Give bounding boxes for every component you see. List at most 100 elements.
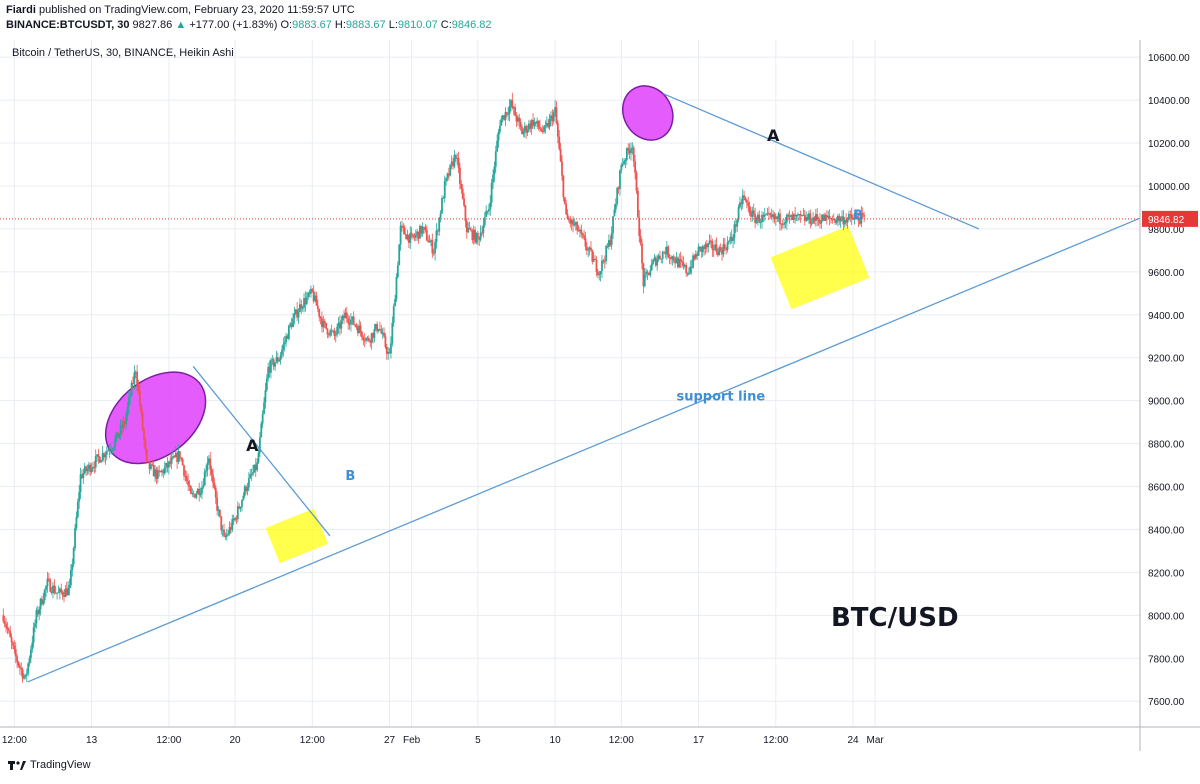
candle-body <box>220 516 223 531</box>
candle-body <box>67 587 70 596</box>
candle-body <box>716 252 719 256</box>
candle-body <box>843 220 846 225</box>
candle-body <box>410 232 413 235</box>
candle-body <box>556 123 559 137</box>
candle-body <box>676 257 679 268</box>
candle-body <box>213 482 216 488</box>
candle-body <box>592 258 595 262</box>
candle-body <box>439 213 442 218</box>
candle-body <box>105 451 108 455</box>
candle-body <box>545 123 548 126</box>
candle-body <box>156 470 159 479</box>
candle-body <box>780 223 783 225</box>
candle-body <box>158 470 161 472</box>
candle-body <box>351 316 354 320</box>
candle-body <box>264 390 267 403</box>
candle-body <box>25 673 28 675</box>
candle-body <box>555 107 558 124</box>
candle-body <box>94 456 97 468</box>
candle-body <box>430 240 432 242</box>
change-up-icon: ▲ <box>175 19 187 31</box>
candle-body <box>212 474 214 483</box>
x-tick-label: 12:00 <box>763 735 788 746</box>
candle-body <box>235 517 238 520</box>
candle-body <box>221 529 224 531</box>
price-chart[interactable]: 7600.00 7800.00 8000.00 8200.00 8400.00 8600.… <box>0 40 1200 752</box>
candle-body <box>53 585 56 593</box>
candle-body <box>710 240 712 242</box>
candle-body <box>268 366 271 373</box>
candle-body <box>114 439 116 448</box>
candle-body <box>7 629 10 631</box>
candle-body <box>344 312 347 319</box>
candle-body <box>772 214 774 218</box>
tradingview-logo-icon <box>8 761 26 770</box>
candle-body <box>316 305 319 309</box>
candle-body <box>827 215 830 218</box>
candle-body <box>159 471 162 473</box>
x-tick-label: 17 <box>693 735 705 746</box>
candle-body <box>449 164 452 176</box>
candle-body <box>417 231 420 239</box>
candle-body <box>813 217 816 221</box>
candle-body <box>765 214 768 216</box>
candle-body <box>602 260 605 262</box>
candle-body <box>310 288 312 294</box>
candle-body <box>670 257 672 260</box>
x-tick-label: 5 <box>475 735 481 746</box>
candle-body <box>188 485 191 487</box>
candle-body <box>504 112 507 120</box>
candle-body <box>137 385 140 392</box>
candle-body <box>816 214 819 220</box>
candle-body <box>326 328 329 335</box>
candle-body <box>202 485 205 488</box>
candle-body <box>692 255 694 268</box>
candle-body <box>474 229 476 243</box>
candle-body <box>704 243 707 249</box>
candle-body <box>821 214 824 221</box>
candle-body <box>848 214 850 219</box>
candle-body <box>70 570 72 586</box>
candle-body <box>406 234 409 240</box>
candle-body <box>550 115 552 119</box>
candle-body <box>734 224 737 227</box>
candle-body <box>407 234 410 243</box>
candle-body <box>543 126 545 132</box>
candle-body <box>247 478 250 488</box>
candle-body <box>493 166 496 175</box>
candle-body <box>510 100 512 107</box>
candle-body <box>28 658 31 664</box>
candle-body <box>35 610 38 624</box>
candle-body <box>603 261 606 263</box>
candle-body <box>83 466 86 474</box>
candle-body <box>530 119 533 129</box>
candle-body <box>286 335 289 339</box>
candle-body <box>690 266 693 268</box>
candle-body <box>570 219 573 224</box>
candle-body <box>445 178 448 182</box>
candle-body <box>705 243 708 248</box>
candle-body <box>385 347 388 354</box>
candle-body <box>485 210 488 218</box>
candle-body <box>24 674 27 677</box>
candle-body <box>205 470 207 472</box>
candle-body <box>354 324 356 326</box>
candle-body <box>395 277 398 300</box>
candle-body <box>413 236 416 238</box>
candle-body <box>619 170 621 189</box>
candle-body <box>838 215 841 222</box>
candle-body <box>31 642 34 650</box>
candle-body <box>374 324 377 330</box>
candle-body <box>683 265 686 267</box>
candle-body <box>501 115 504 120</box>
annotation-label: A <box>246 436 259 455</box>
candle-body <box>167 461 170 468</box>
candle-body <box>366 337 369 339</box>
current-price-label: 9846.82 <box>1148 215 1185 226</box>
candle-body <box>238 506 241 509</box>
candle-body <box>674 260 677 264</box>
candle-body <box>209 458 212 470</box>
candle-body <box>516 117 519 122</box>
candle-body <box>52 585 54 594</box>
candle-body <box>334 334 337 336</box>
